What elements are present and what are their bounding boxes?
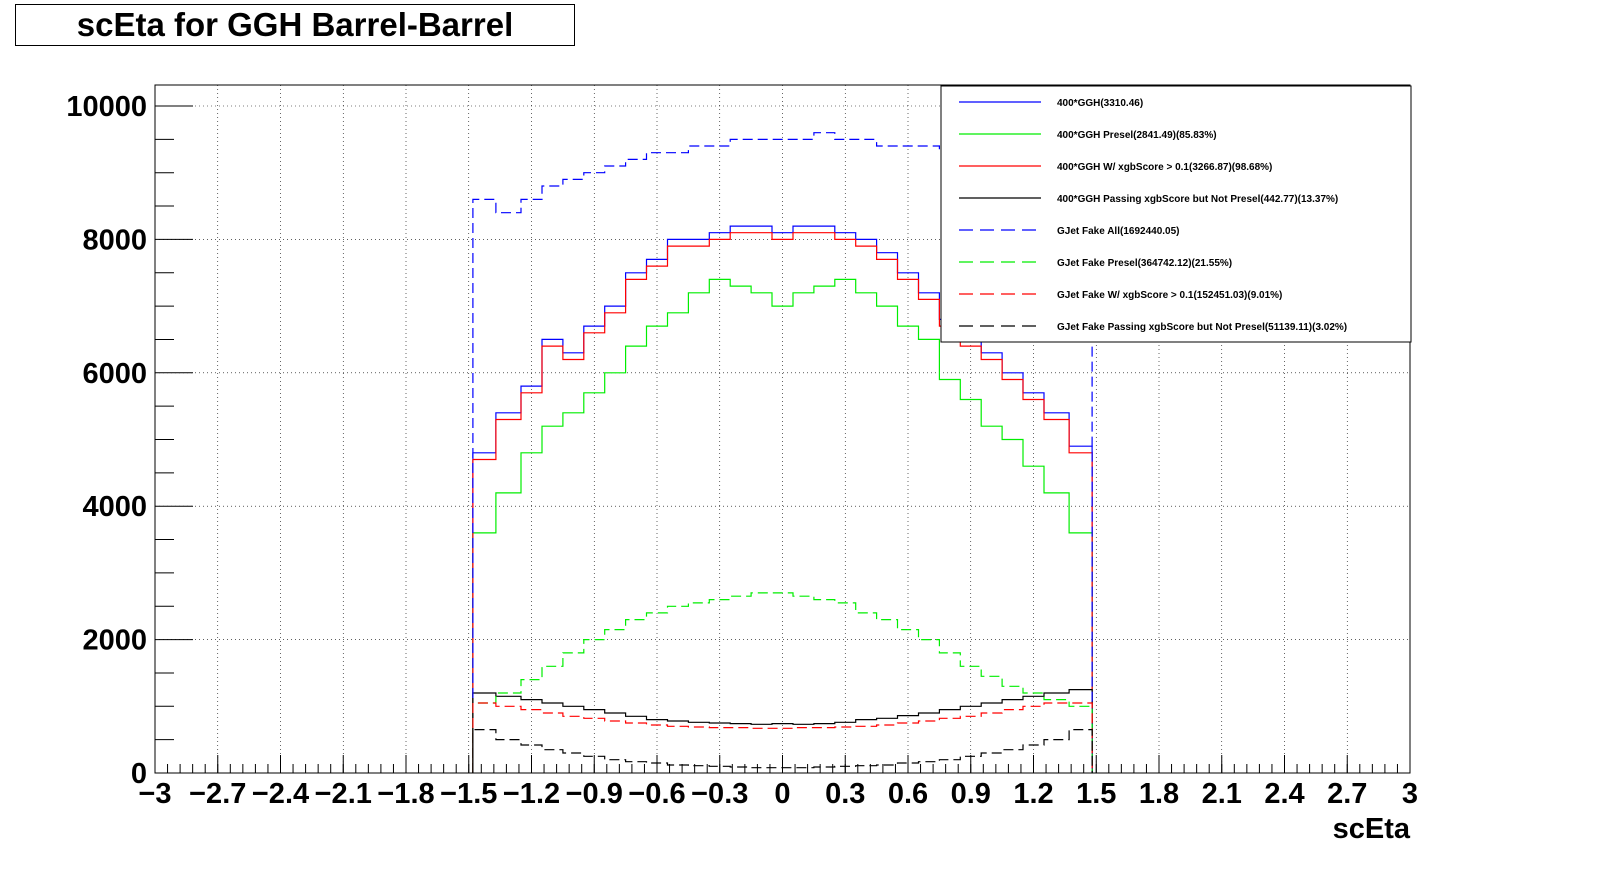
x-tick-label: −1.2 bbox=[503, 778, 560, 810]
x-tick-label: −3 bbox=[138, 778, 171, 810]
y-tick-label: 8000 bbox=[82, 224, 147, 256]
x-tick-label: −2.1 bbox=[315, 778, 372, 810]
x-tick-label: 0 bbox=[774, 778, 790, 810]
x-tick-label: −2.4 bbox=[252, 778, 309, 810]
x-tick-label: −0.6 bbox=[628, 778, 685, 810]
x-tick-label: 2.7 bbox=[1327, 778, 1367, 810]
legend-entry-label: GJet Fake All(1692440.05) bbox=[1057, 226, 1179, 237]
x-axis-title: scEta bbox=[1333, 813, 1411, 845]
legend: 400*GGH(3310.46) 400*GGH Presel(2841.49)(… bbox=[940, 85, 1412, 343]
x-tick-label: −0.9 bbox=[566, 778, 623, 810]
series-layer bbox=[472, 132, 1093, 773]
x-tick-label: 0.6 bbox=[888, 778, 928, 810]
series-line bbox=[472, 132, 1093, 773]
x-tick-label: 3 bbox=[1402, 778, 1418, 810]
legend-entry-label: 400*GGH Presel(2841.49)(85.83%) bbox=[1057, 130, 1217, 141]
x-tick-label: −0.3 bbox=[691, 778, 748, 810]
series-line bbox=[472, 689, 1093, 773]
legend-entry-label: GJet Fake W/ xgbScore > 0.1(152451.03)(9… bbox=[1057, 290, 1282, 301]
legend-entry-label: 400*GGH Passing xgbScore but Not Presel(… bbox=[1057, 194, 1338, 205]
legend-entry-label: 400*GGH W/ xgbScore > 0.1(3266.87)(98.68… bbox=[1057, 162, 1272, 173]
axis-layer: −3 −2.7 −2.4 −2.1 −1.8 −1.5 −1.2 −0.9 −0.6 −0.3 0 0… bbox=[66, 91, 1418, 810]
y-tick-label: 2000 bbox=[82, 625, 147, 657]
x-tick-label: 1.2 bbox=[1013, 778, 1053, 810]
legend-entry-label: 400*GGH(3310.46) bbox=[1057, 98, 1143, 109]
legend-entry-label: GJet Fake Passing xgbScore but Not Prese… bbox=[1057, 322, 1347, 333]
x-tick-label: 2.1 bbox=[1202, 778, 1242, 810]
legend-entry-label: GJet Fake Presel(364742.12)(21.55%) bbox=[1057, 258, 1232, 269]
x-tick-label: 1.5 bbox=[1076, 778, 1116, 810]
series-line bbox=[472, 278, 1093, 773]
x-tick-label: −1.8 bbox=[377, 778, 434, 810]
x-tick-label: 0.3 bbox=[825, 778, 865, 810]
series-line bbox=[472, 702, 1093, 773]
y-tick-label: 10000 bbox=[66, 91, 147, 123]
x-tick-label: −1.5 bbox=[440, 778, 497, 810]
grid-layer bbox=[155, 85, 1410, 773]
x-tick-label: 1.8 bbox=[1139, 778, 1179, 810]
y-tick-label: 6000 bbox=[82, 358, 147, 390]
series-line bbox=[472, 232, 1093, 773]
y-tick-label: 0 bbox=[131, 758, 147, 790]
y-tick-label: 4000 bbox=[82, 491, 147, 523]
x-tick-label: 0.9 bbox=[951, 778, 991, 810]
x-tick-label: 2.4 bbox=[1264, 778, 1304, 810]
series-line bbox=[472, 592, 1093, 773]
x-tick-label: −2.7 bbox=[189, 778, 246, 810]
legend-box bbox=[940, 85, 1412, 343]
chart-title: scEta for GGH Barrel-Barrel bbox=[15, 4, 575, 46]
